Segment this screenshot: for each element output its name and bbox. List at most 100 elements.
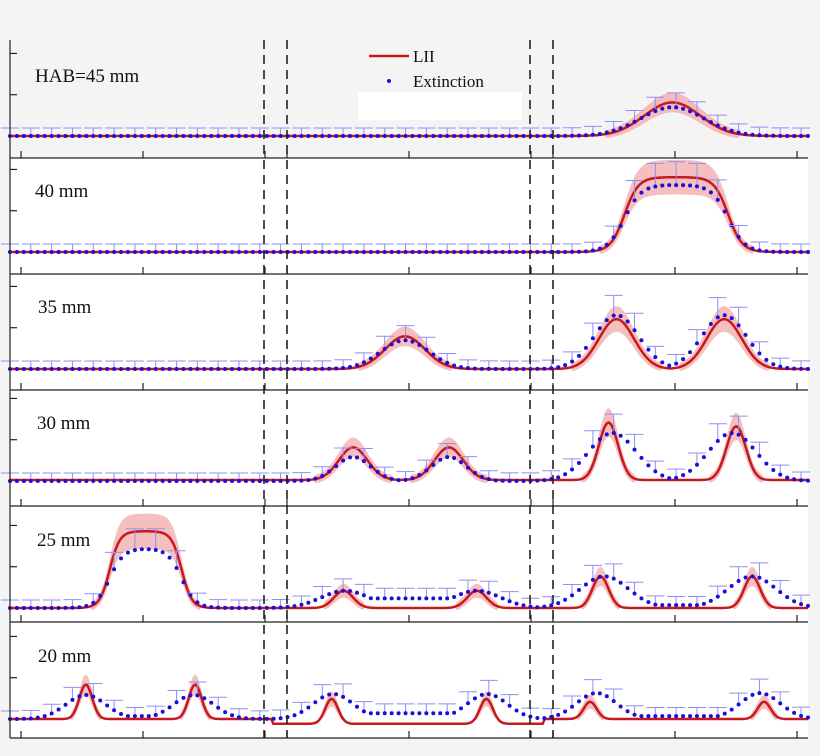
extinction-point [271,716,276,721]
extinction-point [49,711,54,716]
extinction-point [465,589,470,594]
extinction-point [202,367,207,371]
extinction-point [181,479,186,483]
extinction-point [292,713,297,718]
extinction-point [604,242,609,247]
extinction-point [479,474,484,479]
extinction-point [348,364,353,369]
extinction-point [597,131,602,136]
extinction-point [445,250,450,254]
extinction-point [334,366,339,371]
extinction-point [132,714,137,719]
extinction-point [188,134,193,138]
extinction-point [264,605,269,610]
extinction-point [389,134,394,138]
extinction-point [125,367,130,371]
extinction-point [167,250,172,254]
extinction-point [577,699,582,704]
extinction-point [757,453,762,458]
extinction-point [230,134,235,138]
extinction-point [105,134,110,138]
extinction-point [243,134,248,138]
extinction-point [292,366,297,371]
legend-extinction-label: Extinction [413,72,484,91]
extinction-point [681,357,686,362]
extinction-point [486,590,491,595]
extinction-point [785,365,790,370]
extinction-point [472,366,477,371]
extinction-point [590,248,595,253]
extinction-point [570,359,575,364]
extinction-point [722,313,727,318]
extinction-point [70,367,75,371]
extinction-point [507,478,512,483]
extinction-point [382,250,387,254]
extinction-point [77,367,82,371]
extinction-point [708,446,713,451]
extinction-point [28,367,33,371]
extinction-point [257,716,262,721]
extinction-point [70,605,75,610]
extinction-point [306,478,311,483]
extinction-point [14,250,19,254]
extinction-point [660,360,665,365]
extinction-point [715,594,720,599]
extinction-point [556,601,561,606]
extinction-point [98,698,103,703]
extinction-point [209,367,214,371]
extinction-point [21,479,26,483]
extinction-point [507,703,512,708]
extinction-point [125,250,130,254]
extinction-point [153,479,158,483]
extinction-point [174,134,179,138]
extinction-point [84,250,89,254]
extinction-point [35,250,40,254]
extinction-point [806,603,810,608]
extinction-point [202,479,207,483]
extinction-point [556,475,561,480]
extinction-point [521,478,526,483]
extinction-point [556,365,561,370]
extinction-point [681,714,686,719]
extinction-point [167,134,172,138]
extinction-point [625,439,630,444]
extinction-point [313,700,318,705]
extinction-point [403,596,408,601]
extinction-point [257,478,262,483]
extinction-point [396,134,401,138]
extinction-point [694,603,699,608]
lii-uncertainty-band [10,408,808,484]
extinction-point [757,575,762,580]
extinction-point [334,589,339,594]
extinction-point [590,132,595,137]
extinction-point [84,134,89,138]
extinction-point [278,250,283,254]
extinction-point [583,694,588,699]
extinction-point [660,473,665,478]
extinction-point [70,697,75,702]
extinction-point [479,692,484,697]
extinction-point [132,134,137,138]
extinction-point [313,134,318,138]
extinction-point [195,693,200,698]
chart-panels [1,40,811,738]
extinction-point [806,366,810,371]
extinction-point [368,464,373,469]
extinction-point [56,707,61,712]
extinction-point [306,134,311,138]
extinction-point [452,134,457,138]
extinction-point [431,134,436,138]
extinction-point [125,134,130,138]
extinction-point [424,596,429,601]
extinction-point [465,366,470,371]
extinction-point [91,694,96,699]
extinction-point [160,479,165,483]
extinction-point [736,432,741,437]
extinction-point [105,250,110,254]
extinction-point [570,133,575,138]
extinction-point [49,367,54,371]
extinction-point [757,351,762,356]
extinction-point [750,445,755,450]
extinction-point [563,472,568,477]
extinction-point [181,367,186,371]
